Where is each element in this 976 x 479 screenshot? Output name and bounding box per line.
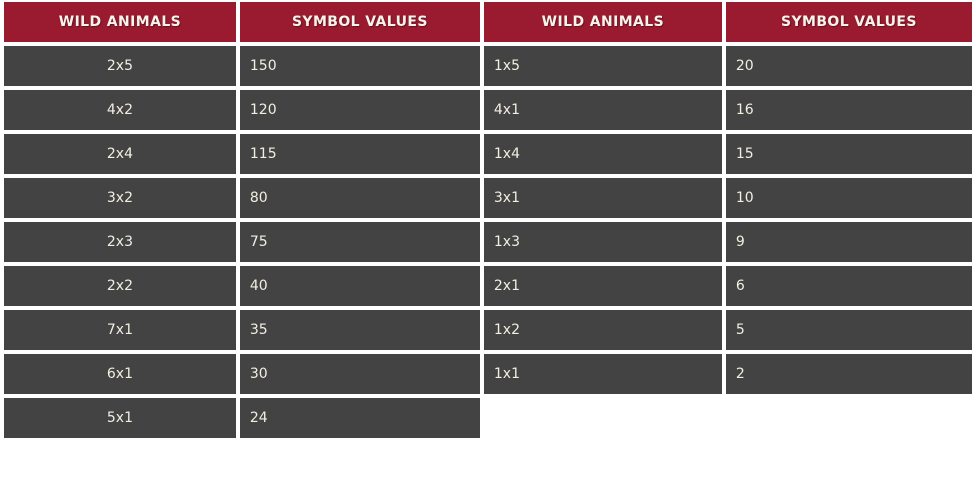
symbol-value-cell: 150 <box>239 46 480 86</box>
symbol-value-cell: 30 <box>239 354 480 394</box>
wild-combo-cell: 1x3 <box>483 222 722 262</box>
wild-combo-cell: 6x1 <box>4 354 236 394</box>
wild-combo-cell: 5x1 <box>4 398 236 438</box>
wild-combo-cell: 1x1 <box>483 354 722 394</box>
symbol-value-cell: 20 <box>725 46 972 86</box>
empty-cell <box>726 398 972 438</box>
symbol-value-cell: 120 <box>239 90 480 130</box>
paytable-row: 2x4 115 1x4 15 <box>4 134 972 174</box>
symbol-value-cell: 75 <box>239 222 480 262</box>
wild-combo-cell: 2x2 <box>4 266 236 306</box>
paytable-row: 2x2 40 2x1 6 <box>4 266 972 306</box>
empty-cell <box>484 398 722 438</box>
symbol-value-cell: 10 <box>725 178 972 218</box>
paytable-header-row: WILD ANIMALS SYMBOL VALUES WILD ANIMALS SYM… <box>4 2 972 42</box>
symbol-value-cell: 24 <box>239 398 480 438</box>
wild-combo-cell: 4x2 <box>4 90 236 130</box>
wild-animals-header-left: WILD ANIMALS <box>4 2 236 42</box>
symbol-value-cell: 2 <box>725 354 972 394</box>
symbol-value-cell: 9 <box>725 222 972 262</box>
wild-combo-cell: 4x1 <box>483 90 722 130</box>
symbol-values-header-right: SYMBOL VALUES <box>725 2 972 42</box>
paytable-row: 5x1 24 <box>4 398 972 438</box>
symbol-value-cell: 16 <box>725 90 972 130</box>
paytable-row: 4x2 120 4x1 16 <box>4 90 972 130</box>
wild-combo-cell: 2x1 <box>483 266 722 306</box>
symbol-value-cell: 15 <box>725 134 972 174</box>
paytable-row: 3x2 80 3x1 10 <box>4 178 972 218</box>
wild-animals-header-right: WILD ANIMALS <box>483 2 722 42</box>
wild-combo-cell: 2x3 <box>4 222 236 262</box>
symbol-value-cell: 115 <box>239 134 480 174</box>
paytable-row: 7x1 35 1x2 5 <box>4 310 972 350</box>
paytable-row: 2x5 150 1x5 20 <box>4 46 972 86</box>
paytable-row: 2x3 75 1x3 9 <box>4 222 972 262</box>
symbol-value-cell: 6 <box>725 266 972 306</box>
wild-combo-cell: 2x5 <box>4 46 236 86</box>
paytable-body: 2x5 150 1x5 20 4x2 120 4x1 16 2x4 115 1x4 15 3x2 80 3x… <box>4 46 972 438</box>
wild-combo-cell: 3x1 <box>483 178 722 218</box>
wild-combo-cell: 1x4 <box>483 134 722 174</box>
symbol-value-cell: 35 <box>239 310 480 350</box>
paytable: WILD ANIMALS SYMBOL VALUES WILD ANIMALS SYM… <box>4 2 972 438</box>
symbol-value-cell: 80 <box>239 178 480 218</box>
symbol-values-header-left: SYMBOL VALUES <box>239 2 480 42</box>
wild-combo-cell: 3x2 <box>4 178 236 218</box>
wild-combo-cell: 1x2 <box>483 310 722 350</box>
symbol-value-cell: 5 <box>725 310 972 350</box>
wild-combo-cell: 1x5 <box>483 46 722 86</box>
paytable-row: 6x1 30 1x1 2 <box>4 354 972 394</box>
wild-combo-cell: 7x1 <box>4 310 236 350</box>
symbol-value-cell: 40 <box>239 266 480 306</box>
wild-combo-cell: 2x4 <box>4 134 236 174</box>
